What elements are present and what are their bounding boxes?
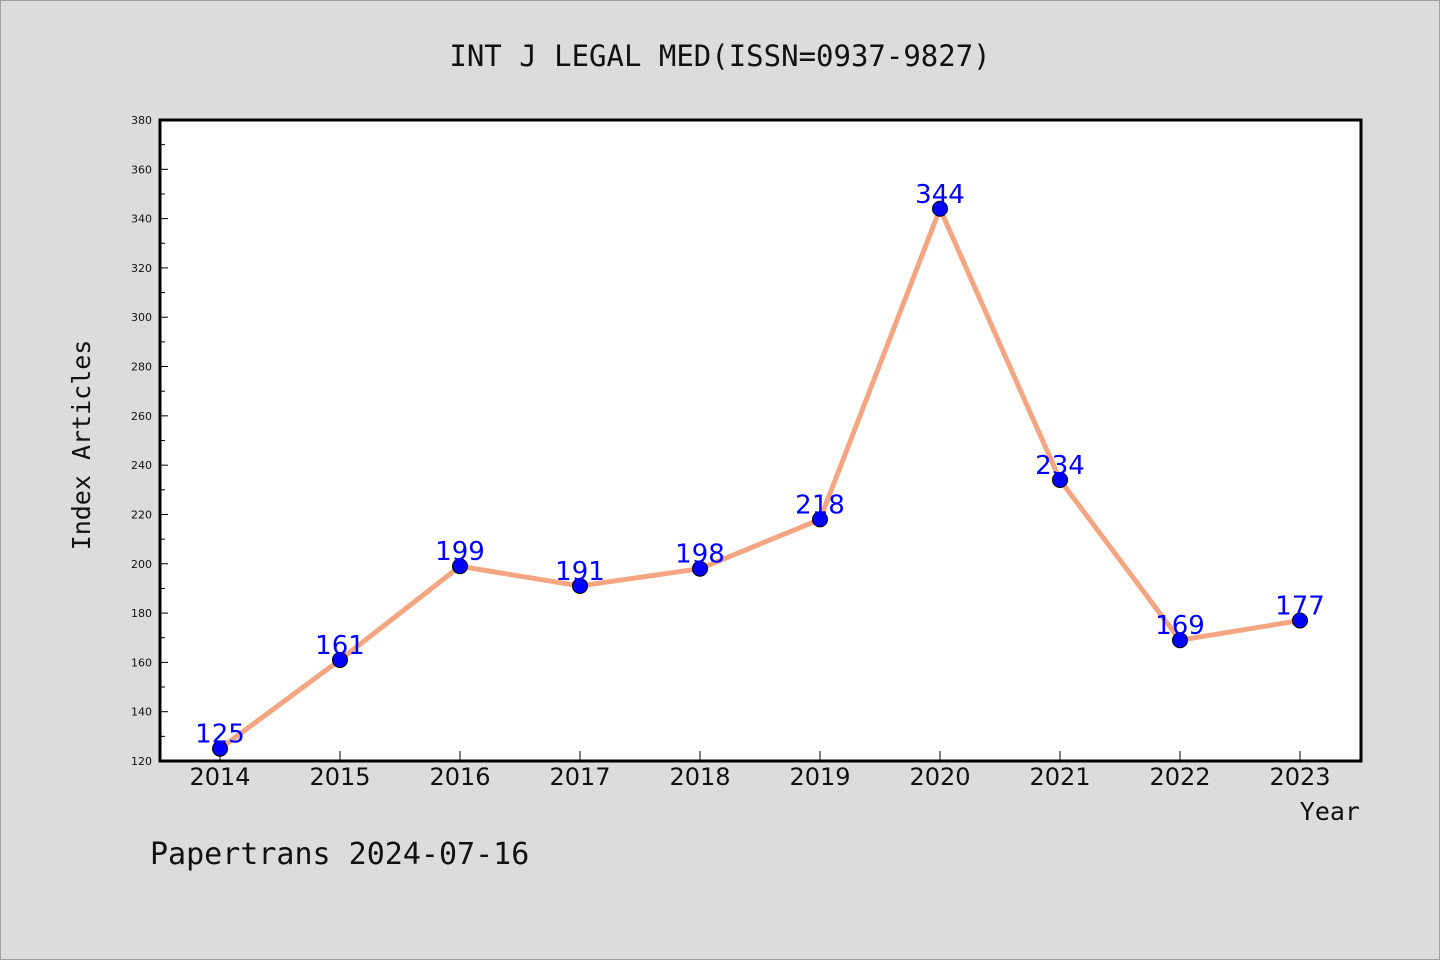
footer-text: Papertrans 2024-07-16 bbox=[150, 837, 529, 872]
x-axis-label: Year bbox=[1300, 797, 1360, 826]
data-value-label: 125 bbox=[195, 720, 245, 750]
x-axis-ticks: 2014 2015 2016 2017 2018 2019 2020 2021 2022 2023 bbox=[189, 751, 1331, 791]
y-tick-label: 320 bbox=[131, 262, 152, 275]
plot-border bbox=[158, 118, 1363, 763]
data-value-label: 191 bbox=[555, 557, 605, 587]
y-tick-label: 160 bbox=[131, 656, 152, 669]
y-tick-label: 340 bbox=[131, 213, 152, 226]
chart-title: INT J LEGAL MED(ISSN=0937-9827) bbox=[449, 39, 990, 73]
x-tick-label: 2015 bbox=[309, 763, 370, 791]
x-tick-label: 2021 bbox=[1029, 763, 1090, 791]
y-axis-ticks: 120 140 160 180 200 220 240 260 280 300 320 340 360 3… bbox=[131, 114, 168, 768]
y-tick-label: 300 bbox=[131, 311, 152, 324]
y-tick-label: 120 bbox=[131, 755, 152, 768]
y-tick-label: 280 bbox=[131, 361, 152, 374]
data-value-label: 344 bbox=[915, 180, 965, 210]
data-point-marker bbox=[332, 651, 348, 668]
y-tick-label: 380 bbox=[131, 114, 152, 127]
data-value-label: 199 bbox=[435, 537, 485, 567]
y-tick-label: 220 bbox=[131, 508, 152, 521]
y-tick-label: 360 bbox=[131, 163, 152, 176]
data-point-marker bbox=[1292, 612, 1308, 629]
x-tick-label: 2019 bbox=[789, 763, 850, 791]
data-value-label: 177 bbox=[1275, 591, 1325, 621]
data-point-marker bbox=[1052, 471, 1068, 488]
y-tick-label: 240 bbox=[131, 459, 152, 472]
data-point-marker bbox=[692, 560, 708, 577]
y-tick-label: 140 bbox=[131, 706, 152, 719]
data-value-label: 169 bbox=[1155, 611, 1205, 641]
data-value-label: 234 bbox=[1035, 451, 1085, 481]
data-point-marker bbox=[212, 740, 228, 757]
data-value-label: 218 bbox=[795, 490, 845, 520]
x-tick-label: 2016 bbox=[429, 763, 490, 791]
y-axis-label: Index Articles bbox=[67, 340, 96, 551]
data-point-marker bbox=[812, 511, 828, 528]
y-tick-label: 180 bbox=[131, 607, 152, 620]
data-point-marker bbox=[932, 200, 948, 217]
x-tick-label: 2017 bbox=[549, 763, 610, 791]
x-tick-label: 2023 bbox=[1269, 763, 1330, 791]
x-tick-label: 2018 bbox=[669, 763, 730, 791]
data-point-marker bbox=[572, 577, 588, 594]
data-labels: 125 161 199 191 198 218 344 234 169 177 bbox=[195, 180, 1325, 750]
series-line bbox=[217, 206, 1303, 752]
data-value-label: 161 bbox=[315, 631, 365, 661]
data-value-label: 198 bbox=[675, 540, 725, 570]
y-tick-label: 200 bbox=[131, 558, 152, 571]
x-tick-label: 2014 bbox=[189, 763, 250, 791]
data-point-marker bbox=[452, 558, 468, 575]
x-tick-label: 2020 bbox=[909, 763, 970, 791]
data-markers bbox=[212, 200, 1308, 757]
y-tick-label: 260 bbox=[131, 410, 152, 423]
x-tick-label: 2022 bbox=[1149, 763, 1210, 791]
data-point-marker bbox=[1172, 632, 1188, 649]
plot-area bbox=[160, 120, 1361, 761]
